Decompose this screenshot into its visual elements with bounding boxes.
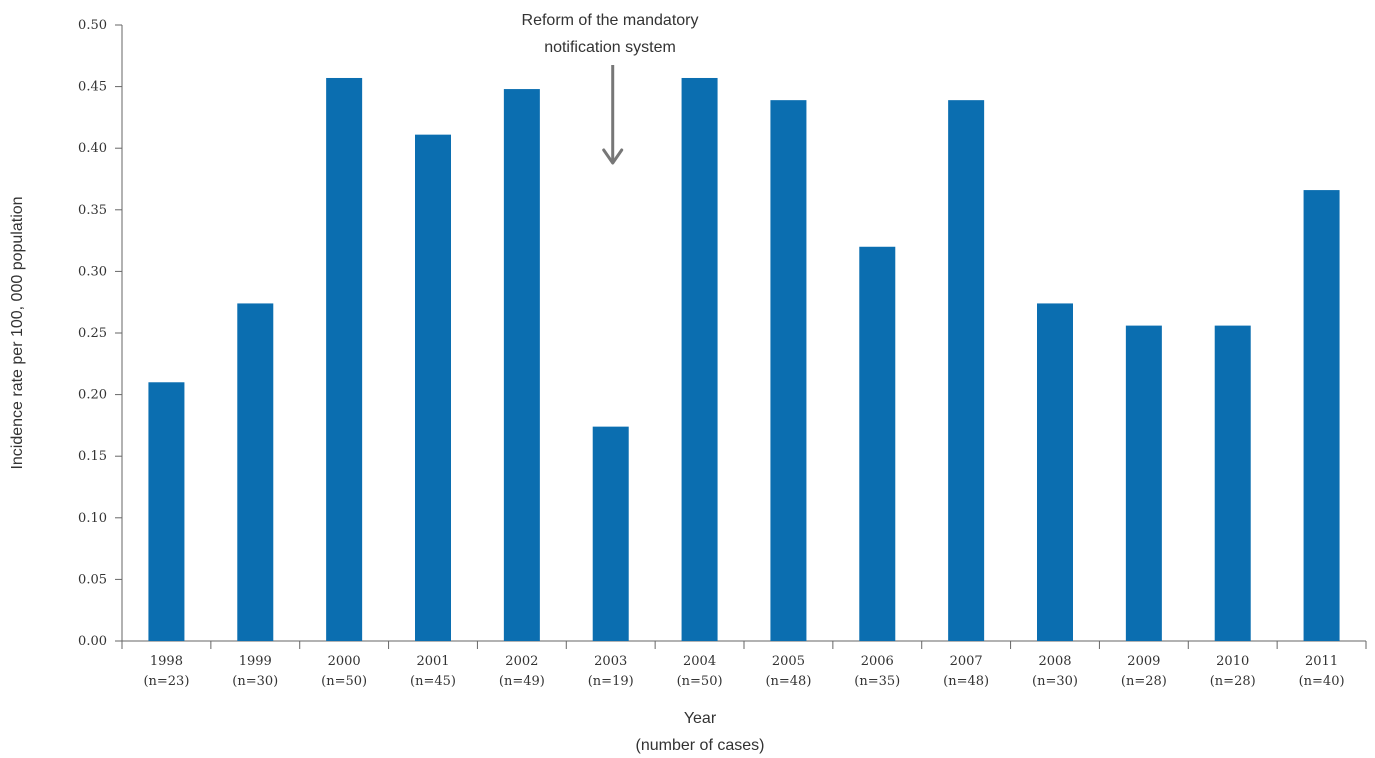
bar-1998: [148, 382, 185, 641]
annotation-arrow-icon: [602, 65, 624, 165]
y-tick-label: 0.35: [78, 203, 107, 218]
bar-2005: [770, 100, 807, 642]
x-tick-sublabel: (n=35): [854, 674, 900, 689]
x-tick-label: 2008: [1038, 654, 1071, 669]
x-tick-sublabel: (n=28): [1210, 674, 1256, 689]
x-tick-label: 1998: [150, 654, 183, 669]
x-tick-label: 2005: [772, 654, 805, 669]
x-tick-label: 2010: [1216, 654, 1249, 669]
x-axis-subtitle: (number of cases): [636, 737, 765, 754]
bar-2010: [1214, 325, 1251, 641]
y-tick-label: 0.05: [78, 572, 107, 587]
x-tick-label: 2000: [328, 654, 361, 669]
bar-2001: [415, 134, 451, 641]
bar-2007: [948, 100, 985, 642]
x-tick-sublabel: (n=49): [499, 674, 545, 689]
x-tick-sublabel: (n=40): [1299, 674, 1345, 689]
x-tick-sublabel: (n=48): [943, 674, 989, 689]
x-tick-sublabel: (n=19): [588, 674, 634, 689]
x-tick-sublabel: (n=50): [321, 674, 367, 689]
x-tick-label: 2004: [683, 654, 716, 669]
x-tick-label: 2003: [594, 654, 627, 669]
arrow-head: [602, 148, 624, 165]
x-tick-label: 2011: [1305, 654, 1338, 669]
y-tick-label: 0.40: [78, 141, 107, 156]
x-tick-label: 2002: [505, 654, 538, 669]
y-axis-title: Incidence rate per 100, 000 population: [9, 196, 26, 469]
bar-2000: [326, 77, 363, 641]
annotation-line-2: notification system: [544, 39, 676, 56]
annotation: Reform of the mandatory notification sys…: [522, 12, 699, 165]
annotation-line-1: Reform of the mandatory: [522, 12, 699, 29]
category-labels: 1998 (n=23) 1999 (n=30) 2000 (n=50) 2001 (n=45)…: [143, 654, 1344, 689]
bar-2009: [1125, 325, 1162, 641]
y-tick-label: 0.30: [78, 264, 107, 279]
x-tick-sublabel: (n=23): [143, 674, 189, 689]
x-tick-sublabel: (n=28): [1121, 674, 1167, 689]
bar-2002: [503, 89, 540, 641]
y-tick-label: 0.00: [78, 634, 107, 649]
y-axis: 0.00 0.05 0.10 0.15 0.20 0.25 0.30 0.35 0.40 0.45…: [78, 18, 123, 649]
x-tick-sublabel: (n=48): [765, 674, 811, 689]
bars: [148, 77, 1340, 642]
y-tick-label: 0.50: [78, 18, 107, 33]
x-tick-label: 1999: [239, 654, 272, 669]
x-tick-sublabel: (n=30): [232, 674, 278, 689]
bar-2003: [592, 426, 629, 641]
bar-1999: [237, 303, 274, 641]
x-axis: [121, 640, 1367, 649]
y-tick-label: 0.20: [78, 388, 107, 403]
bar-2006: [859, 246, 896, 641]
x-tick-label: 2006: [861, 654, 894, 669]
x-axis-title: Year: [684, 710, 717, 727]
y-tick-label: 0.10: [78, 511, 107, 526]
y-tick-label: 0.25: [78, 326, 107, 341]
x-tick-sublabel: (n=45): [410, 674, 456, 689]
x-tick-label: 2009: [1127, 654, 1160, 669]
x-tick-label: 2001: [416, 654, 449, 669]
bar-2008: [1037, 303, 1073, 641]
y-tick-label: 0.45: [78, 80, 107, 95]
bar-2004: [681, 77, 718, 641]
x-tick-sublabel: (n=30): [1032, 674, 1078, 689]
x-tick-sublabel: (n=50): [677, 674, 723, 689]
bar-2011: [1303, 190, 1340, 641]
x-tick-label: 2007: [950, 654, 983, 669]
y-tick-label: 0.15: [78, 449, 107, 464]
